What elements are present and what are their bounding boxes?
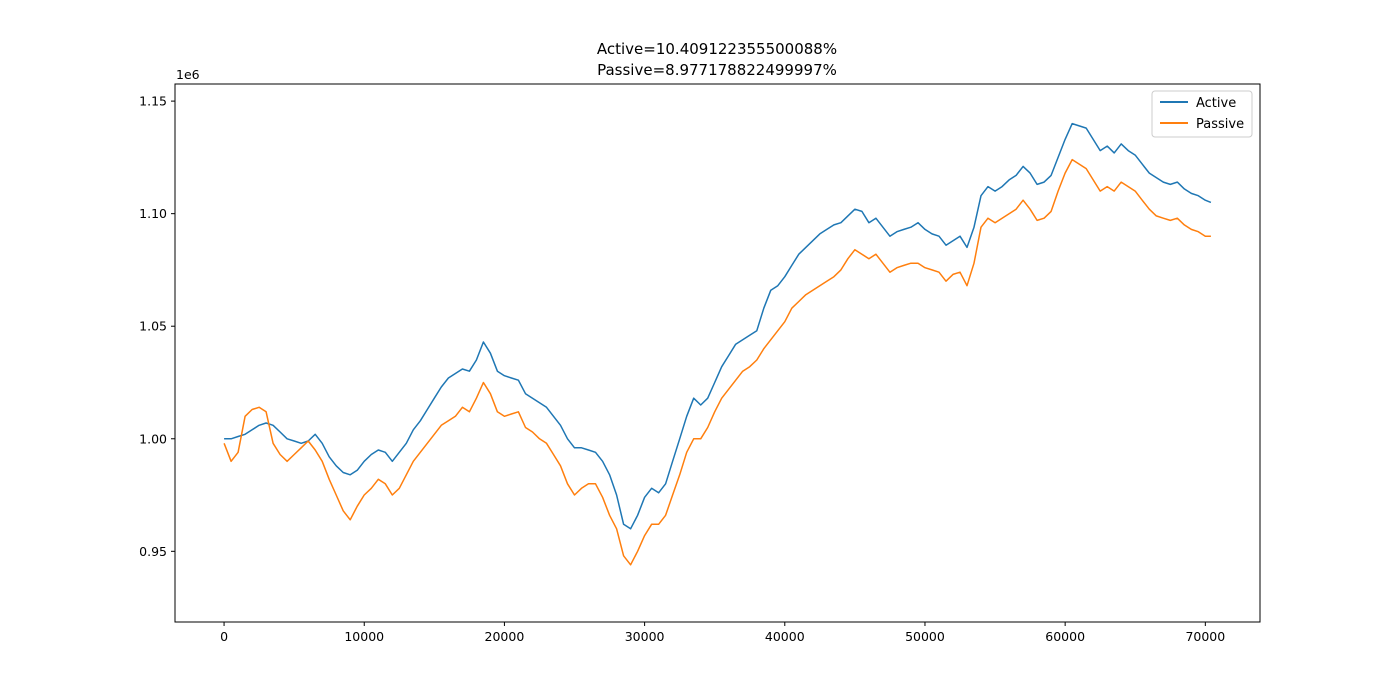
y-offset-label: 1e6 xyxy=(176,67,200,82)
x-tick-label: 0 xyxy=(220,629,228,644)
y-tick-label: 1.00 xyxy=(139,431,167,446)
x-tick-label: 10000 xyxy=(344,629,384,644)
x-tick-label: 70000 xyxy=(1185,629,1225,644)
x-tick-label: 50000 xyxy=(905,629,945,644)
y-tick-label: 1.15 xyxy=(139,94,167,109)
legend-label-active: Active xyxy=(1196,96,1236,111)
x-tick-label: 30000 xyxy=(625,629,665,644)
plot-frame xyxy=(174,83,1261,623)
y-tick-label: 0.95 xyxy=(139,544,167,559)
x-axis-ticks: 0 10000 20000 30000 40000 50000 60000 70000 xyxy=(220,622,1225,644)
y-tick-label: 1.05 xyxy=(139,319,167,334)
chart-title-line-2: Passive=8.977178822499997% xyxy=(597,61,837,79)
series-layer xyxy=(223,122,1212,566)
x-tick-label: 60000 xyxy=(1045,629,1085,644)
y-axis-ticks: 0.95 1.00 1.05 1.10 1.15 xyxy=(139,94,175,559)
x-tick-label: 20000 xyxy=(485,629,525,644)
y-tick-label: 1.10 xyxy=(139,206,167,221)
chart-title-line-1: Active=10.409122355500088% xyxy=(597,40,837,58)
series-line-active xyxy=(224,122,1212,530)
x-tick-label: 40000 xyxy=(765,629,805,644)
series-line-passive xyxy=(223,158,1211,566)
legend-label-passive: Passive xyxy=(1196,117,1244,132)
legend: Active Passive xyxy=(1151,90,1253,138)
